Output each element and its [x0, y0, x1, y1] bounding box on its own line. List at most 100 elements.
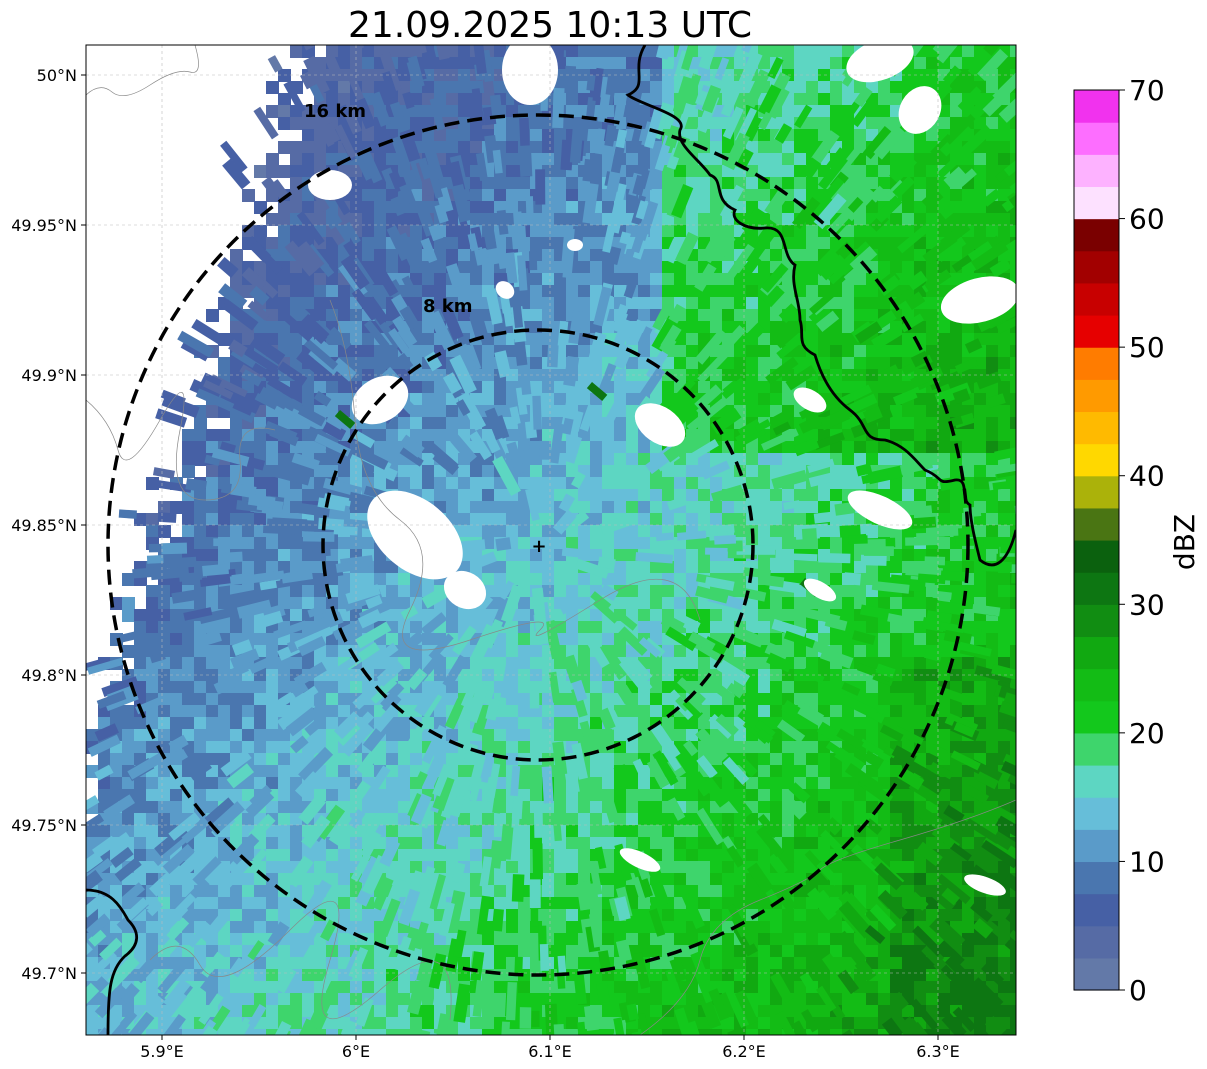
reflectivity-cell — [746, 189, 759, 202]
reflectivity-cell — [518, 513, 531, 526]
reflectivity-cell — [602, 501, 615, 514]
reflectivity-cell — [686, 501, 699, 514]
reflectivity-cell — [986, 225, 999, 238]
reflectivity-cell — [278, 69, 291, 82]
reflectivity-cell — [170, 681, 183, 694]
reflectivity-cell — [734, 741, 747, 754]
reflectivity-cell — [818, 225, 831, 238]
reflectivity-cell — [506, 861, 519, 874]
reflectivity-cell — [974, 489, 987, 502]
reflectivity-cell — [182, 453, 195, 466]
reflectivity-cell — [518, 669, 531, 682]
reflectivity-cell — [998, 585, 1011, 598]
reflectivity-cell — [650, 285, 663, 298]
reflectivity-cell — [662, 261, 675, 274]
reflectivity-cell — [842, 789, 855, 802]
reflectivity-cell — [338, 537, 351, 550]
reflectivity-cell — [518, 633, 531, 646]
reflectivity-cell — [806, 501, 819, 514]
reflectivity-cell — [890, 453, 903, 466]
reflectivity-cell — [614, 753, 627, 766]
reflectivity-cell — [650, 837, 663, 850]
reflectivity-cell — [494, 321, 507, 334]
reflectivity-cell — [446, 249, 459, 262]
reflectivity-cell — [878, 381, 891, 394]
reflectivity-cell — [842, 141, 855, 154]
reflectivity-cell — [170, 777, 183, 790]
reflectivity-cell — [506, 201, 519, 214]
reflectivity-cell — [242, 693, 255, 706]
reflectivity-cell — [530, 537, 543, 550]
reflectivity-cell — [278, 897, 291, 910]
reflectivity-cell — [542, 489, 555, 502]
reflectivity-cell — [602, 321, 615, 334]
reflectivity-cell — [518, 609, 531, 622]
reflectivity-cell — [746, 369, 759, 382]
reflectivity-cell — [554, 297, 567, 310]
reflectivity-cell — [578, 789, 591, 802]
reflectivity-cell — [854, 885, 867, 898]
reflectivity-cell — [722, 177, 735, 190]
reflectivity-cell — [1010, 261, 1016, 274]
reflectivity-cell — [674, 225, 687, 238]
reflectivity-cell — [530, 129, 543, 142]
reflectivity-cell — [542, 369, 555, 382]
reflectivity-cell — [1010, 393, 1016, 406]
reflectivity-cell — [530, 465, 543, 478]
reflectivity-cell — [986, 153, 999, 166]
reflectivity-cell — [398, 597, 411, 610]
reflectivity-cell — [122, 573, 135, 586]
reflectivity-cell — [662, 477, 675, 490]
reflectivity-cell — [806, 741, 819, 754]
reflectivity-cell — [818, 489, 831, 502]
reflectivity-cell — [482, 345, 495, 358]
reflectivity-cell — [782, 813, 795, 826]
reflectivity-cell — [746, 693, 759, 706]
reflectivity-cell — [770, 393, 783, 406]
reflectivity-cell — [206, 405, 219, 418]
reflectivity-cell — [866, 357, 879, 370]
reflectivity-cell — [1010, 117, 1016, 130]
reflectivity-cell — [362, 345, 375, 358]
reflectivity-cell — [578, 261, 591, 274]
reflectivity-cell — [578, 861, 591, 874]
reflectivity-cell — [542, 549, 555, 562]
reflectivity-cell — [818, 357, 831, 370]
reflectivity-cell — [326, 789, 339, 802]
reflectivity-cell — [386, 597, 399, 610]
reflectivity-cell — [638, 741, 651, 754]
reflectivity-cell — [686, 789, 699, 802]
reflectivity-cell — [290, 585, 303, 598]
reflectivity-cell — [530, 369, 543, 382]
reflectivity-cell — [1010, 321, 1016, 334]
reflectivity-cell — [890, 477, 903, 490]
reflectivity-cell — [422, 381, 435, 394]
reflectivity-cell — [890, 801, 903, 814]
reflectivity-cell — [914, 477, 927, 490]
reflectivity-cell — [578, 297, 591, 310]
reflectivity-cell — [374, 573, 387, 586]
reflectivity-cell — [206, 477, 219, 490]
reflectivity-cell — [794, 861, 807, 874]
reflectivity-cell — [530, 573, 543, 586]
reflectivity-cell — [914, 633, 927, 646]
reflectivity-cell — [578, 45, 591, 58]
reflectivity-cell — [494, 525, 507, 538]
reflectivity-cell — [542, 477, 555, 490]
reflectivity-cell — [698, 333, 711, 346]
reflectivity-cell — [218, 633, 231, 646]
reflectivity-cell — [746, 885, 759, 898]
reflectivity-cell — [170, 501, 183, 514]
reflectivity-cell — [290, 225, 303, 238]
reflectivity-cell — [1010, 153, 1016, 166]
reflectivity-cell — [266, 717, 279, 730]
reflectivity-cell — [578, 609, 591, 622]
reflectivity-cell — [506, 513, 519, 526]
reflectivity-cell — [518, 717, 531, 730]
reflectivity-cell — [482, 501, 495, 514]
reflectivity-cell — [722, 609, 735, 622]
reflectivity-cell — [266, 321, 279, 334]
reflectivity-cell — [434, 129, 447, 142]
reflectivity-cell — [506, 633, 519, 646]
reflectivity-cell — [374, 789, 387, 802]
